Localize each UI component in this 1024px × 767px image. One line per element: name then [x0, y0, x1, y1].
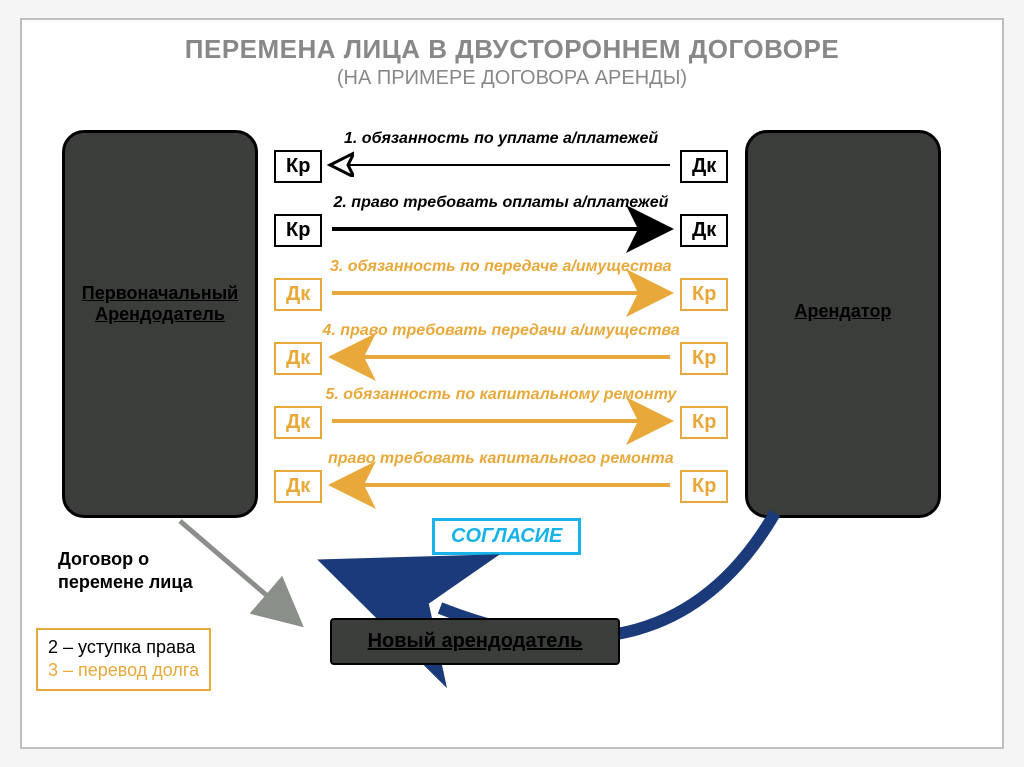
legend-line-2: 3 – перевод долга — [48, 659, 199, 682]
bottom-box: Новый арендодатель — [330, 618, 620, 665]
legend-box: 2 – уступка права 3 – перевод долга — [36, 628, 211, 691]
note-text: Договор о перемене лица — [58, 548, 193, 593]
bottom-box-label: Новый арендодатель — [368, 630, 583, 652]
legend-line-1: 2 – уступка права — [48, 636, 199, 659]
